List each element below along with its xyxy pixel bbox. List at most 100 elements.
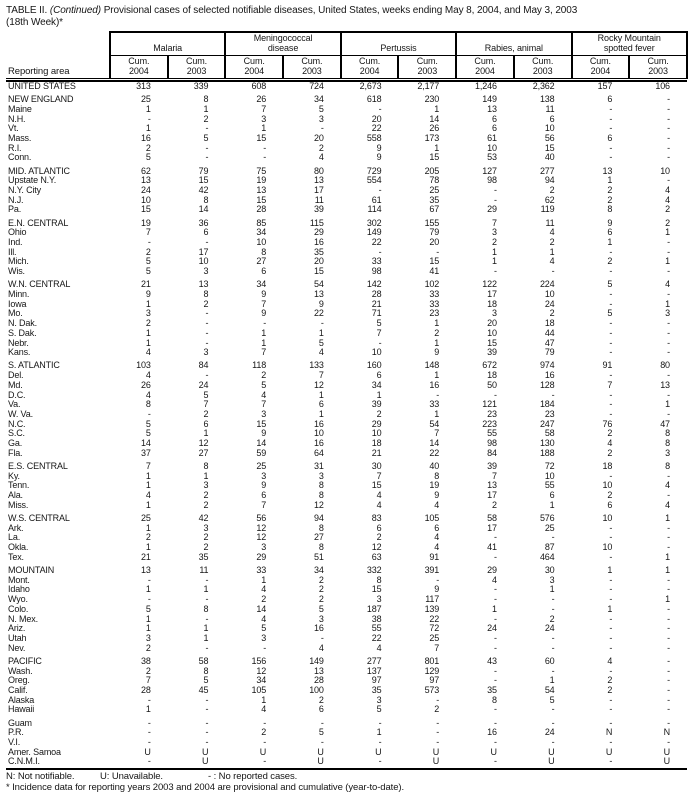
- value-cell: 62: [140, 165, 151, 176]
- value-cell: 24: [487, 623, 497, 634]
- value-cell: 55: [544, 480, 555, 491]
- value-cell: -: [205, 613, 209, 624]
- value-cell: 729: [366, 165, 382, 176]
- reporting-area-cell: Alaska: [8, 694, 35, 705]
- value-cell: 3: [665, 447, 670, 458]
- value-cell: 34: [314, 94, 324, 105]
- reporting-area-cell: Ill.: [8, 246, 17, 257]
- value-cell: 8: [203, 194, 209, 205]
- reporting-area-cell: N.C.: [8, 418, 26, 429]
- value-cell: -: [609, 409, 613, 419]
- value-cell: 554: [366, 175, 382, 186]
- reporting-area-cell: S.C.: [8, 428, 25, 439]
- value-cell: -: [320, 318, 324, 329]
- table-row: W.N. CENTRAL 21 13 34 54 142 102 122 224 5 4: [6, 280, 687, 290]
- value-cell: 672: [482, 360, 497, 371]
- value-cell: -: [205, 152, 209, 163]
- value-cell: 7: [376, 327, 382, 338]
- value-cell: 9: [434, 584, 440, 595]
- table-row: E.S. CENTRAL 7 8 25 31 30 40 39 72 18 8: [6, 461, 687, 472]
- value-cell: -: [205, 574, 209, 585]
- value-cell: 7: [491, 217, 497, 228]
- value-cell: 7: [261, 499, 267, 510]
- value-cell: 1: [607, 603, 613, 614]
- reporting-area-cell: Tenn.: [8, 480, 30, 491]
- value-cell: 55: [371, 623, 382, 634]
- value-cell: 3: [203, 266, 209, 277]
- reporting-area-cell: Pa.: [8, 204, 22, 215]
- value-cell: 58: [198, 655, 209, 666]
- value-cell: -: [378, 737, 382, 747]
- value-cell: 3: [491, 308, 497, 319]
- value-cell: 98: [487, 175, 497, 186]
- value-cell: 54: [314, 279, 324, 290]
- notifiable-diseases-table: Malaria Meningococcal disease Pertussis …: [6, 31, 688, 767]
- value-cell: 39: [487, 347, 497, 358]
- value-cell: 1: [665, 565, 670, 576]
- value-cell: 16: [314, 623, 324, 634]
- value-cell: U: [202, 756, 209, 767]
- reporting-area-cell: Colo.: [8, 603, 29, 614]
- value-cell: 9: [261, 480, 267, 491]
- value-cell: 18: [371, 438, 382, 449]
- value-cell: 2: [607, 675, 613, 686]
- table-row: Mass. 16 5 15 20 558 173 61 56 6 -: [6, 133, 687, 144]
- value-cell: 11: [545, 217, 555, 228]
- value-cell: 1: [434, 142, 440, 153]
- value-cell: 13: [487, 103, 497, 114]
- value-cell: -: [378, 717, 382, 728]
- reporting-area-cell: NEW ENGLAND: [8, 94, 74, 105]
- value-cell: 7: [607, 379, 613, 390]
- value-cell: 1: [665, 256, 670, 267]
- value-cell: 1: [145, 499, 151, 510]
- value-cell: 10: [198, 256, 209, 267]
- reporting-area-cell: Guam: [8, 717, 32, 728]
- value-cell: 19: [140, 217, 151, 228]
- value-cell: 61: [487, 133, 497, 144]
- value-cell: U: [663, 756, 671, 767]
- value-cell: -: [609, 551, 613, 562]
- value-cell: 76: [602, 418, 613, 429]
- value-cell: 13: [314, 289, 324, 300]
- incidence-footnote: * Incidence data for reporting years 200…: [6, 782, 404, 793]
- value-cell: -: [667, 632, 670, 643]
- value-cell: -: [609, 717, 613, 728]
- value-cell: 2: [434, 704, 440, 715]
- value-cell: 14: [140, 438, 151, 449]
- value-cell: 13: [140, 175, 151, 186]
- reporting-area-cell: N.H.: [8, 113, 26, 124]
- value-cell: -: [147, 727, 151, 738]
- value-cell: 40: [544, 152, 555, 163]
- value-cell: 2: [434, 327, 440, 338]
- table-row: Wash. 2 8 12 13 137 129 - - - -: [6, 666, 687, 677]
- value-cell: -: [205, 594, 209, 605]
- value-cell: 1: [203, 623, 209, 634]
- value-cell: 25: [140, 513, 151, 524]
- col-group-rabies: Rabies, animal: [455, 31, 572, 56]
- value-cell: -: [436, 717, 440, 728]
- value-cell: -: [378, 246, 382, 257]
- value-cell: 62: [544, 194, 555, 205]
- value-cell: 277: [539, 165, 555, 176]
- table-row: Wis. 5 3 6 15 98 41 - - - -: [6, 266, 687, 277]
- value-cell: -: [493, 675, 497, 686]
- value-cell: 94: [314, 513, 324, 524]
- value-cell: 2: [203, 542, 209, 553]
- value-cell: 8: [318, 480, 324, 491]
- value-cell: 13: [602, 165, 613, 176]
- value-cell: 6: [607, 227, 613, 238]
- reporting-area-cell: P.R.: [8, 727, 24, 738]
- value-cell: 10: [487, 142, 497, 153]
- value-cell: 94: [544, 175, 555, 186]
- value-cell: 78: [429, 175, 440, 186]
- value-cell: 1: [145, 103, 151, 114]
- value-cell: -: [609, 613, 613, 624]
- value-cell: 223: [482, 418, 497, 429]
- value-cell: 25: [429, 185, 440, 196]
- value-cell: 1: [145, 327, 151, 338]
- value-cell: -: [436, 389, 440, 400]
- value-cell: 2,177: [417, 81, 440, 91]
- value-cell: 9: [261, 428, 267, 439]
- value-cell: 724: [309, 81, 324, 91]
- value-cell: 36: [198, 217, 209, 228]
